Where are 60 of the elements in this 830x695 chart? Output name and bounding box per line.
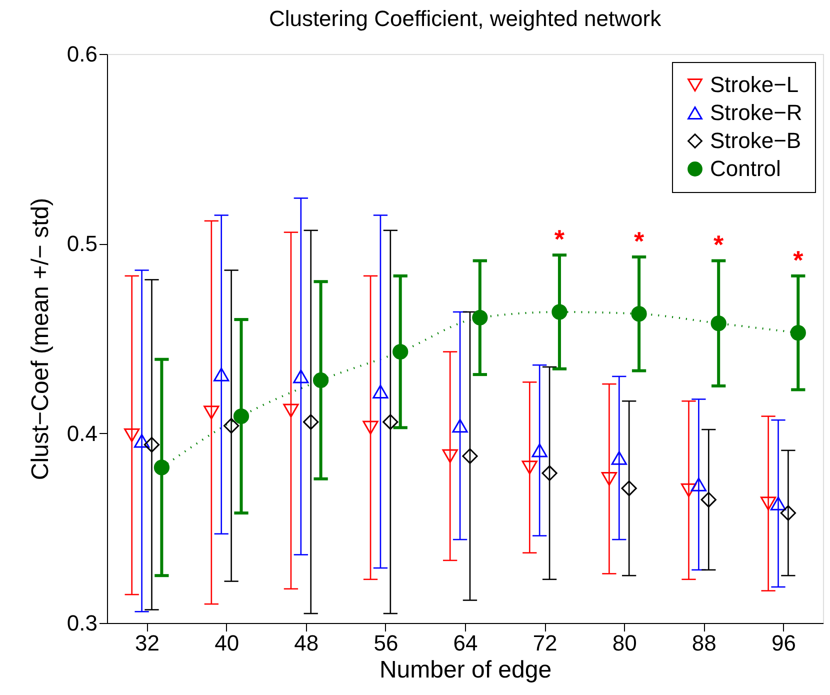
y-tick-label: 0.6 (66, 42, 98, 66)
legend-label: Stroke−R (710, 100, 802, 125)
point (312, 372, 329, 388)
y-tick-label: 0.3 (66, 610, 98, 636)
point (223, 418, 240, 434)
legend-label: Control (710, 156, 781, 181)
point (700, 492, 716, 508)
legend-label: Stroke−L (710, 72, 799, 97)
legend-label: Stroke−B (710, 128, 802, 153)
x-tick-label: 64 (453, 630, 478, 656)
point (522, 460, 538, 474)
point (462, 448, 478, 464)
point (214, 368, 230, 382)
point (542, 465, 558, 481)
point (372, 384, 388, 398)
point (124, 428, 140, 442)
point (532, 444, 548, 458)
point (680, 483, 697, 498)
point (134, 434, 150, 448)
point (780, 505, 796, 521)
point (303, 414, 319, 430)
point (452, 418, 468, 433)
point (293, 370, 309, 384)
x-tick-label: 80 (612, 630, 637, 656)
annotation: * (634, 226, 645, 256)
point (552, 304, 568, 320)
point (690, 478, 707, 492)
y-tick-label: 0.5 (66, 231, 98, 256)
x-tick-label: 40 (214, 630, 240, 656)
x-tick-label: 88 (692, 630, 716, 656)
annotation: * (714, 230, 725, 260)
annotation: * (793, 244, 804, 275)
point (144, 436, 160, 453)
point (204, 406, 220, 420)
x-tick-label: 48 (294, 630, 319, 656)
point (611, 451, 627, 465)
point (621, 480, 637, 496)
point (154, 460, 170, 476)
point (760, 496, 776, 510)
point (631, 306, 647, 322)
y-axis-title: Clust−Coef (mean +/− std) (26, 198, 54, 480)
y-tick-label: 0.4 (66, 420, 98, 446)
x-tick-label: 72 (532, 630, 558, 656)
point (283, 404, 299, 418)
point (770, 496, 786, 510)
x-axis-title: Number of edge (379, 656, 552, 684)
point (601, 472, 618, 486)
point (790, 325, 806, 341)
chart-title: Clustering Coefficient, weighted network (268, 6, 662, 31)
x-tick-label: 96 (771, 630, 796, 656)
x-tick-label: 56 (374, 630, 398, 656)
point (392, 344, 408, 360)
annotation: * (554, 224, 566, 254)
point (382, 414, 398, 430)
point (442, 449, 458, 463)
point (472, 310, 488, 326)
point (710, 316, 726, 332)
point (362, 420, 378, 435)
point (233, 408, 250, 424)
x-tick-label: 32 (135, 630, 160, 656)
